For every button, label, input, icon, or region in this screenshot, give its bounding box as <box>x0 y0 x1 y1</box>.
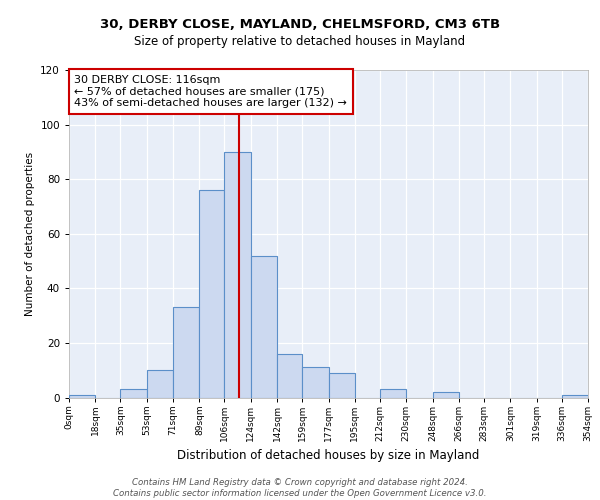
Bar <box>147 370 173 398</box>
Bar <box>69 395 95 398</box>
Text: 30, DERBY CLOSE, MAYLAND, CHELMSFORD, CM3 6TB: 30, DERBY CLOSE, MAYLAND, CHELMSFORD, CM… <box>100 18 500 30</box>
Bar <box>302 368 329 398</box>
Bar <box>433 392 459 398</box>
X-axis label: Distribution of detached houses by size in Mayland: Distribution of detached houses by size … <box>178 449 479 462</box>
Bar <box>562 395 588 398</box>
Bar <box>121 390 147 398</box>
Y-axis label: Number of detached properties: Number of detached properties <box>25 152 35 316</box>
Bar <box>199 190 224 398</box>
Bar <box>329 373 355 398</box>
Text: 30 DERBY CLOSE: 116sqm
← 57% of detached houses are smaller (175)
43% of semi-de: 30 DERBY CLOSE: 116sqm ← 57% of detached… <box>74 75 347 108</box>
Bar <box>380 390 406 398</box>
Text: Contains HM Land Registry data © Crown copyright and database right 2024.
Contai: Contains HM Land Registry data © Crown c… <box>113 478 487 498</box>
Bar <box>251 256 277 398</box>
Bar <box>277 354 302 398</box>
Bar <box>173 308 199 398</box>
Text: Size of property relative to detached houses in Mayland: Size of property relative to detached ho… <box>134 35 466 48</box>
Bar <box>224 152 251 398</box>
